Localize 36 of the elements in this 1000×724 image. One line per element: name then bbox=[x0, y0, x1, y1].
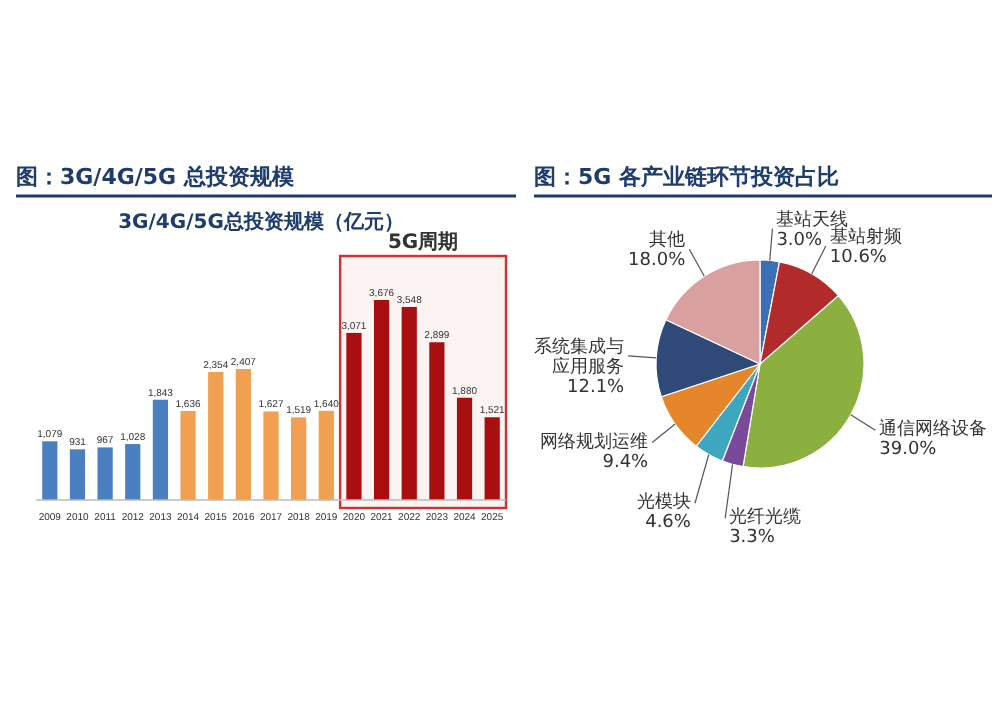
bar bbox=[208, 371, 224, 500]
bar bbox=[484, 417, 500, 500]
bar bbox=[125, 444, 141, 500]
bar bbox=[318, 410, 334, 500]
bar bbox=[42, 441, 58, 500]
data-label: 4.6% bbox=[645, 513, 692, 534]
data-label: 18.0% bbox=[628, 251, 687, 272]
data-label: 9.4% bbox=[602, 452, 650, 473]
bar bbox=[180, 410, 196, 500]
chart-title: 图：3G/4G/5G 总投资规模 bbox=[16, 164, 296, 190]
slice-label: 基站射频 bbox=[829, 226, 902, 249]
data-label: 3.0% bbox=[776, 230, 824, 251]
bar bbox=[263, 411, 279, 500]
slice-label: 通信网络设备 bbox=[879, 418, 988, 441]
slice-label: 其他 bbox=[649, 229, 686, 252]
bar bbox=[456, 397, 473, 500]
bar bbox=[429, 342, 445, 500]
bar bbox=[69, 449, 86, 500]
data-label: 10.6% bbox=[829, 248, 888, 269]
slice-label: 系统集成与应用服务 bbox=[534, 335, 625, 378]
bar bbox=[97, 447, 113, 500]
data-label: 12.1% bbox=[567, 377, 626, 398]
slice-label: 光模块 bbox=[636, 491, 691, 514]
chart-subtitle: 3G/4G/5G总投资规模（亿元） bbox=[118, 210, 404, 234]
band-label: 5G周期 bbox=[387, 230, 459, 254]
bar bbox=[291, 417, 307, 500]
bar bbox=[235, 369, 251, 500]
data-label: 39.0% bbox=[879, 440, 938, 461]
bar bbox=[346, 332, 362, 500]
chart-title: 图：5G 各产业链环节投资占比 bbox=[534, 164, 840, 190]
bar bbox=[152, 399, 169, 500]
data-label: 3.3% bbox=[729, 528, 776, 549]
bar bbox=[401, 306, 417, 500]
slice-label: 网络规划运维 bbox=[540, 430, 649, 453]
slice-label: 光纤光缆 bbox=[729, 506, 802, 529]
bar bbox=[373, 300, 390, 500]
